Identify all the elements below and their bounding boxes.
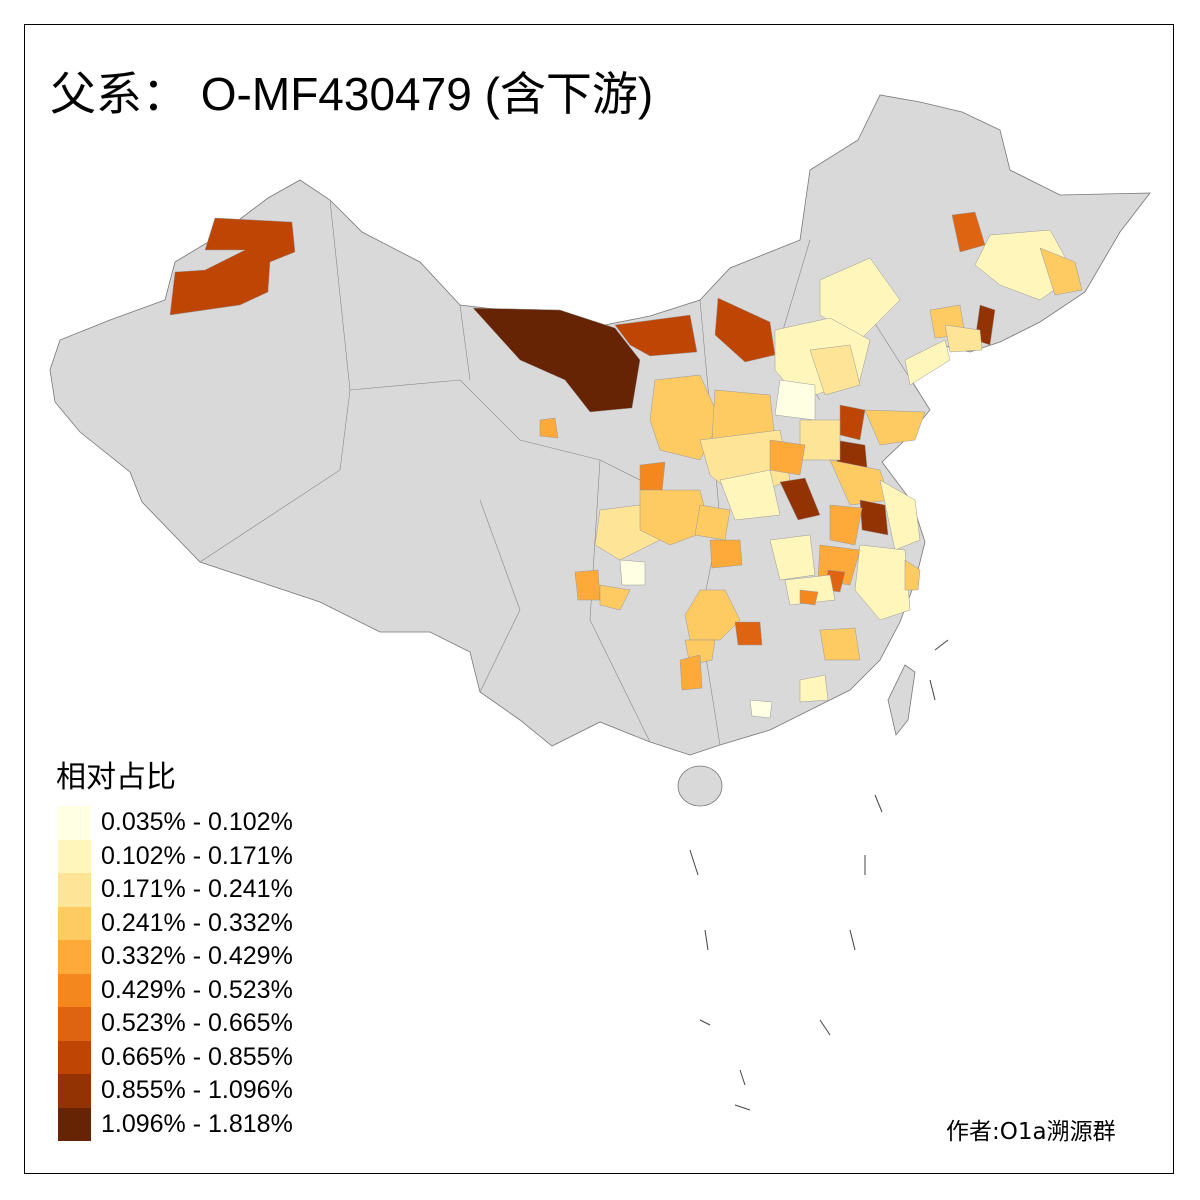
prefecture-region — [854, 544, 911, 621]
taiwan-island — [887, 664, 916, 736]
legend-label: 0.332% - 0.429% — [101, 942, 293, 971]
legend-title: 相对占比 — [56, 760, 176, 795]
legend-item: 0.241% - 0.332% — [58, 906, 293, 940]
prefecture-region — [859, 499, 889, 536]
prefecture-region — [904, 559, 921, 591]
legend-item: 0.102% - 0.171% — [58, 839, 293, 873]
prefecture-region — [639, 461, 666, 493]
prefecture-region — [719, 469, 781, 521]
prefecture-region — [819, 257, 901, 341]
prefecture-region — [694, 504, 731, 541]
prefecture-region — [944, 324, 983, 353]
prefecture-region — [472, 307, 641, 413]
prefecture-region — [709, 539, 743, 569]
legend-swatch — [58, 873, 91, 907]
legend-swatch — [58, 940, 91, 974]
legend-label: 0.035% - 0.102% — [101, 808, 293, 837]
prefecture-region — [599, 584, 631, 611]
legend-item: 0.332% - 0.429% — [58, 940, 293, 974]
prefecture-region — [649, 374, 721, 461]
legend-swatch — [58, 1040, 91, 1074]
prefecture-region — [169, 217, 296, 316]
legend: 0.035% - 0.102% 0.102% - 0.171% 0.171% - 0… — [58, 806, 293, 1141]
prefecture-region — [769, 534, 816, 581]
legend-swatch — [58, 906, 91, 940]
prefecture-region — [614, 314, 698, 357]
prefecture-region — [799, 674, 829, 703]
legend-label: 0.171% - 0.241% — [101, 875, 293, 904]
prefecture-region — [799, 419, 841, 461]
prefecture-region — [769, 439, 806, 476]
legend-swatch — [58, 973, 91, 1007]
prefecture-region — [639, 489, 711, 546]
legend-item: 0.665% - 0.855% — [58, 1040, 293, 1074]
prefecture-region — [779, 477, 821, 521]
prefecture-region — [904, 339, 951, 386]
china-mainland — [49, 94, 1151, 756]
prefecture-region — [619, 559, 646, 586]
map-title: 父系： O-MF430479 (含下游) — [50, 68, 654, 120]
legend-label: 0.241% - 0.332% — [101, 908, 293, 937]
prefecture-region — [539, 417, 559, 439]
hainan-island — [677, 765, 723, 807]
prefecture-region — [829, 504, 863, 546]
legend-swatch — [58, 806, 91, 840]
prefecture-region — [714, 297, 776, 363]
legend-item: 0.523% - 0.665% — [58, 1007, 293, 1041]
legend-label: 0.855% - 1.096% — [101, 1076, 293, 1105]
legend-swatch — [58, 1107, 91, 1141]
south-sea-islands — [689, 639, 949, 1111]
prefecture-region — [1039, 247, 1083, 296]
legend-item: 0.429% - 0.523% — [58, 973, 293, 1007]
prefecture-region — [784, 574, 836, 606]
prefecture-region — [879, 479, 921, 551]
legend-label: 0.429% - 0.523% — [101, 975, 293, 1004]
legend-item: 0.035% - 0.102% — [58, 806, 293, 840]
prefecture-region — [734, 621, 763, 646]
legend-item: 1.096% - 1.818% — [58, 1107, 293, 1141]
colored-regions — [169, 211, 1083, 719]
prefecture-region — [864, 409, 926, 446]
legend-label: 0.665% - 0.855% — [101, 1042, 293, 1071]
prefecture-region — [684, 589, 741, 641]
legend-swatch — [58, 839, 91, 873]
legend-item: 0.855% - 1.096% — [58, 1074, 293, 1108]
prefecture-region — [774, 379, 816, 421]
legend-item: 0.171% - 0.241% — [58, 873, 293, 907]
prefecture-region — [574, 569, 601, 601]
prefecture-region — [799, 589, 819, 606]
legend-swatch — [58, 1007, 91, 1041]
prefecture-region — [819, 627, 861, 661]
legend-swatch — [58, 1074, 91, 1108]
legend-label: 0.102% - 0.171% — [101, 841, 293, 870]
prefecture-region — [749, 699, 773, 719]
prefecture-region — [679, 654, 703, 691]
legend-label: 0.523% - 0.665% — [101, 1009, 293, 1038]
prefecture-region — [974, 229, 1076, 301]
author-credit: 作者:O1a溯源群 — [946, 1119, 1116, 1145]
legend-label: 1.096% - 1.818% — [101, 1109, 293, 1138]
prefecture-region — [809, 344, 861, 396]
